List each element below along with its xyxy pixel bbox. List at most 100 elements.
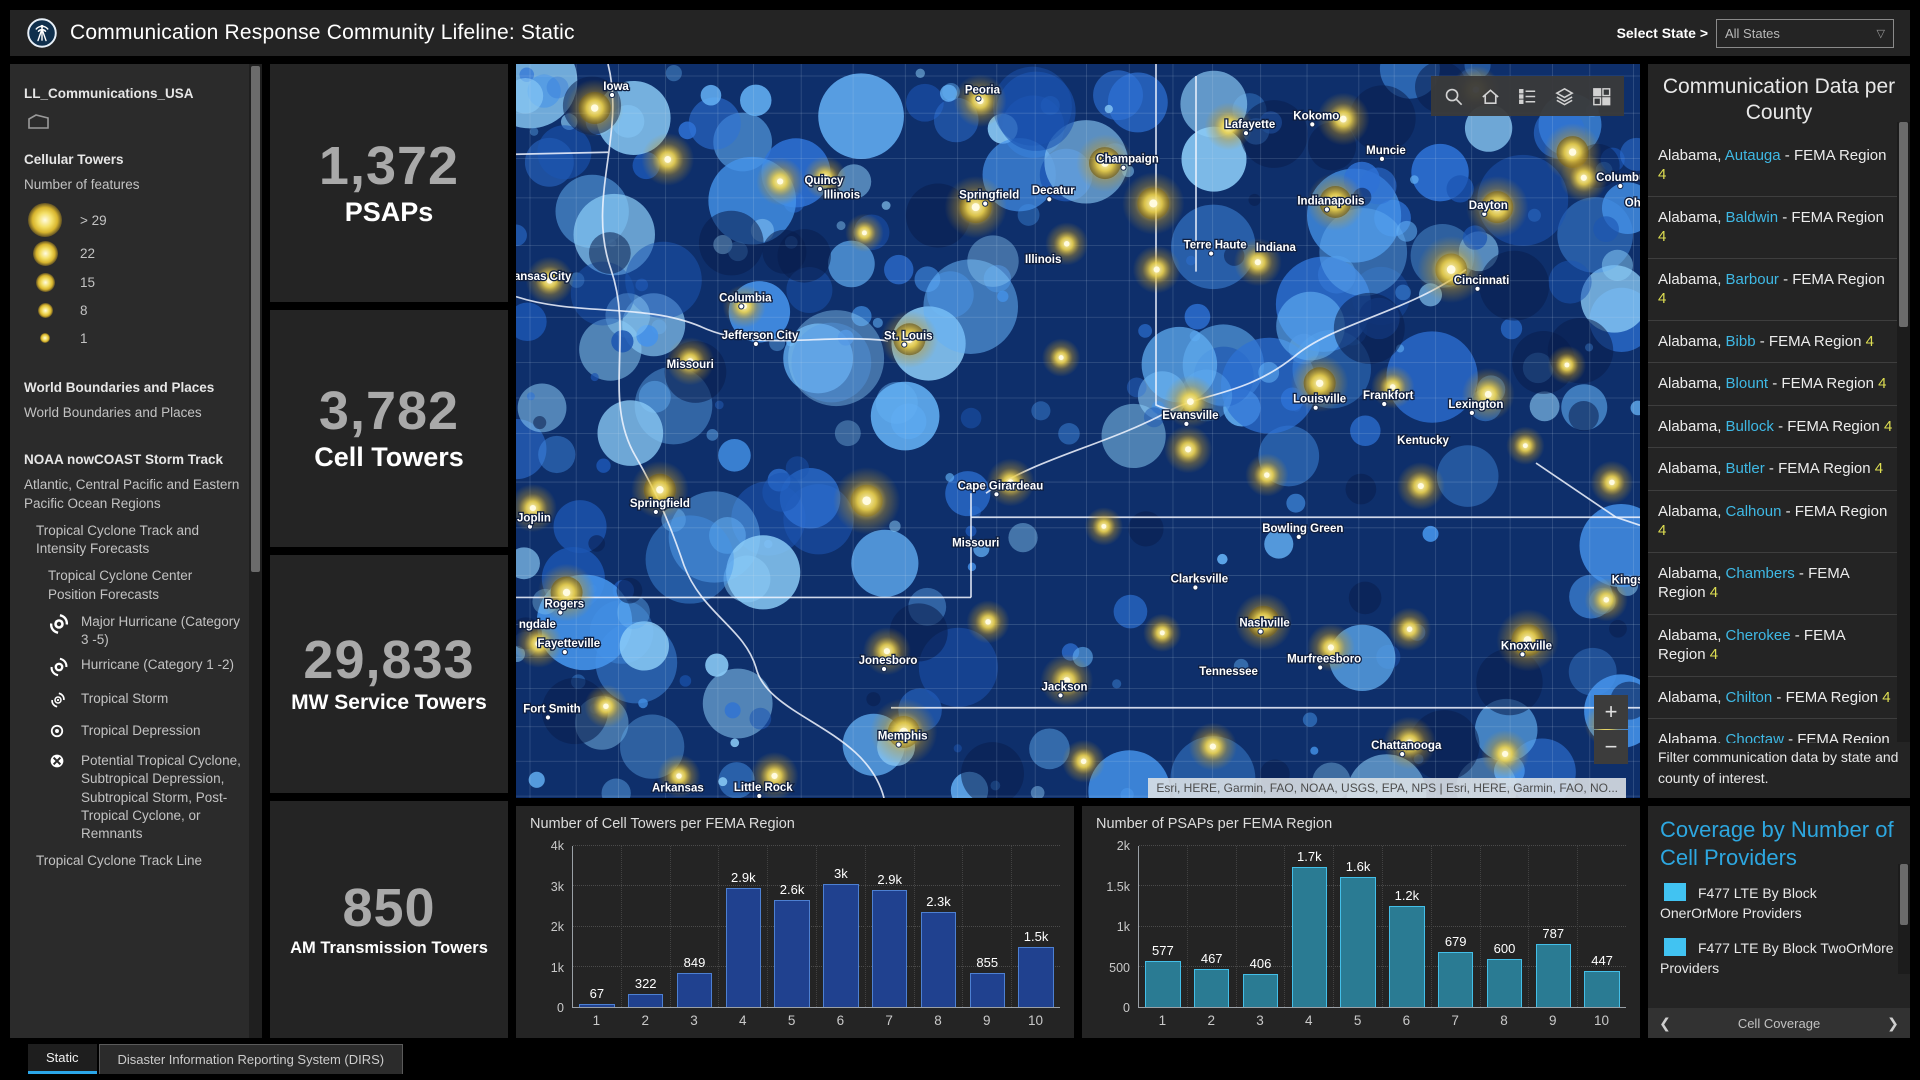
county-list-item[interactable]: Alabama, Blount - FEMA Region 4 <box>1648 363 1897 406</box>
chart-bar <box>774 900 810 1007</box>
legend-layer-label: Atlantic, Central Pacific and Eastern Pa… <box>24 477 240 511</box>
svg-text:Springfield: Springfield <box>630 498 690 510</box>
state-dropdown[interactable]: All States ▽ <box>1716 18 1894 48</box>
svg-text:Jonesboro: Jonesboro <box>859 655 918 667</box>
svg-text:Fayetteville: Fayetteville <box>537 638 600 650</box>
bar-value-label: 787 <box>1542 925 1565 941</box>
chart-bar <box>1340 877 1376 1007</box>
county-list-item[interactable]: Alabama, Chambers - FEMA Region 4 <box>1648 553 1897 615</box>
pager-prev-icon[interactable]: ❮ <box>1659 1014 1671 1031</box>
kpi-label: AM Transmission Towers <box>290 939 488 958</box>
x-tick-label: 7 <box>1451 1013 1459 1028</box>
bar-value-label: 467 <box>1200 951 1223 967</box>
svg-text:Missouri: Missouri <box>952 538 999 550</box>
tab-static[interactable]: Static <box>28 1044 97 1074</box>
county-list-item[interactable]: Alabama, Choctaw - FEMA Region 4 <box>1648 719 1897 743</box>
county-scrollbar[interactable] <box>1897 122 1910 742</box>
legend-dot-row: 22 <box>24 241 243 267</box>
county-list-item[interactable]: Alabama, Baldwin - FEMA Region 4 <box>1648 197 1897 259</box>
svg-text:Chattanooga: Chattanooga <box>1371 740 1442 752</box>
state-dropdown-value: All States <box>1725 25 1780 41</box>
chevron-down-icon: ▽ <box>1876 27 1885 40</box>
legend-layer-label: World Boundaries and Places <box>24 405 202 421</box>
svg-text:Bowling Green: Bowling Green <box>1262 523 1343 535</box>
county-list-item[interactable]: Alabama, Cherokee - FEMA Region 4 <box>1648 615 1897 677</box>
svg-text:St. Louis: St. Louis <box>884 331 933 343</box>
county-list-item[interactable]: Alabama, Barbour - FEMA Region 4 <box>1648 259 1897 321</box>
kpi-value: 1,372 <box>318 135 460 196</box>
map-toolbar <box>1431 76 1624 116</box>
map-canvas[interactable]: Iowa Peoria Kokomo Lafayette Muncie Champaign… <box>516 64 1640 798</box>
legend-scrollbar[interactable] <box>249 64 262 1038</box>
chart-bar <box>969 972 1005 1007</box>
bar-value-label: 67 <box>589 986 605 1002</box>
chart-bar <box>1584 971 1620 1007</box>
coverage-scrollbar[interactable] <box>1898 864 1910 974</box>
coverage-scrollbar-thumb[interactable] <box>1900 864 1908 925</box>
legend-dot-row: 1 <box>24 326 243 350</box>
legend-layer-label: Tropical Cyclone Track Line <box>36 853 203 869</box>
legend-dot-row: > 29 <box>24 203 243 238</box>
svg-text:Lafayette: Lafayette <box>1225 119 1276 131</box>
zoom-out-button[interactable]: − <box>1594 730 1628 764</box>
tab-disaster-information-reporting-system-dirs[interactable]: Disaster Information Reporting System (D… <box>98 1044 404 1074</box>
county-list-item[interactable]: Alabama, Bibb - FEMA Region 4 <box>1648 321 1897 363</box>
y-tick-label: 3k <box>550 879 564 894</box>
svg-text:Illinois: Illinois <box>1025 254 1061 266</box>
county-list-item[interactable]: Alabama, Butler - FEMA Region 4 <box>1648 448 1897 491</box>
home-icon[interactable] <box>1472 76 1509 116</box>
chart-bar <box>628 994 664 1007</box>
x-tick-label: 5 <box>1353 1013 1362 1028</box>
y-tick-label: 4k <box>550 839 564 853</box>
bar-value-label: 2.9k <box>731 870 756 886</box>
county-list-item[interactable]: Alabama, Autauga - FEMA Region 4 <box>1648 135 1897 197</box>
county-list-item[interactable]: Alabama, Calhoun - FEMA Region 4 <box>1648 491 1897 553</box>
x-tick-label: 1 <box>1158 1013 1167 1028</box>
legend-icon[interactable] <box>1509 76 1546 116</box>
bottom-tab-bar: Static Disaster Information Reporting Sys… <box>10 1044 1910 1074</box>
county-scrollbar-thumb[interactable] <box>1899 122 1908 327</box>
legend-symbol-row: Potential Tropical Cyclone, Subtropical … <box>48 752 243 843</box>
y-tick-label: 500 <box>1109 960 1130 975</box>
zoom-in-button[interactable]: + <box>1594 695 1628 729</box>
legend-symbol-row: Tropical Storm <box>48 690 243 715</box>
app-logo-antenna-icon <box>26 17 58 49</box>
bar-value-label: 406 <box>1249 956 1272 972</box>
county-list-item[interactable]: Alabama, Bullock - FEMA Region 4 <box>1648 406 1897 448</box>
x-tick-label: 2 <box>641 1013 649 1028</box>
pager-next-icon[interactable]: ❯ <box>1887 1014 1899 1031</box>
svg-text:Columbus: Columbus <box>1596 172 1640 184</box>
legend-scrollbar-thumb[interactable] <box>251 66 260 573</box>
bar-value-label: 679 <box>1444 934 1467 950</box>
svg-text:Ohi: Ohi <box>1625 198 1640 210</box>
svg-text:Knoxville: Knoxville <box>1501 640 1552 652</box>
layers-icon[interactable] <box>1546 76 1583 116</box>
coverage-swatch-icon <box>1664 883 1686 901</box>
legend-layer-label: Tropical Cyclone Center Position Forecas… <box>48 568 193 602</box>
x-tick-label: 6 <box>1402 1013 1411 1028</box>
svg-text:Rogers: Rogers <box>545 598 585 610</box>
county-list-item[interactable]: Alabama, Chilton - FEMA Region 4 <box>1648 677 1897 719</box>
y-tick-label: 1k <box>1116 920 1130 934</box>
kpi-card: 29,833 MW Service Towers <box>270 555 508 793</box>
svg-text:Evansville: Evansville <box>1162 410 1218 422</box>
x-tick-label: 3 <box>1256 1013 1264 1028</box>
chart-title: Number of PSAPs per FEMA Region <box>1096 816 1333 832</box>
bar-value-label: 447 <box>1591 953 1613 969</box>
svg-text:Indiana: Indiana <box>1256 242 1297 254</box>
kpi-label: Cell Towers <box>314 442 464 473</box>
x-tick-label: 7 <box>885 1013 893 1028</box>
county-panel-title: Communication Data per County <box>1662 75 1896 125</box>
svg-text:Jefferson City: Jefferson City <box>722 330 799 342</box>
coverage-pager: ❮ Cell Coverage ❯ <box>1648 1008 1910 1038</box>
kpi-column: 1,372 PSAPs 3,782 Cell Towers 29,833 MW Servi… <box>270 64 508 1038</box>
svg-text:Kings: Kings <box>1612 574 1640 586</box>
tower-cluster-dot-icon <box>35 272 55 292</box>
select-state-label: Select State > <box>1616 25 1708 41</box>
svg-text:Kansas City: Kansas City <box>516 271 572 283</box>
coverage-panel: Coverage by Number of Cell Providers F47… <box>1648 806 1910 1038</box>
svg-text:Muncie: Muncie <box>1366 145 1406 157</box>
y-tick-label: 2k <box>550 920 564 934</box>
search-icon[interactable] <box>1435 76 1472 116</box>
basemap-icon[interactable] <box>1583 76 1620 116</box>
